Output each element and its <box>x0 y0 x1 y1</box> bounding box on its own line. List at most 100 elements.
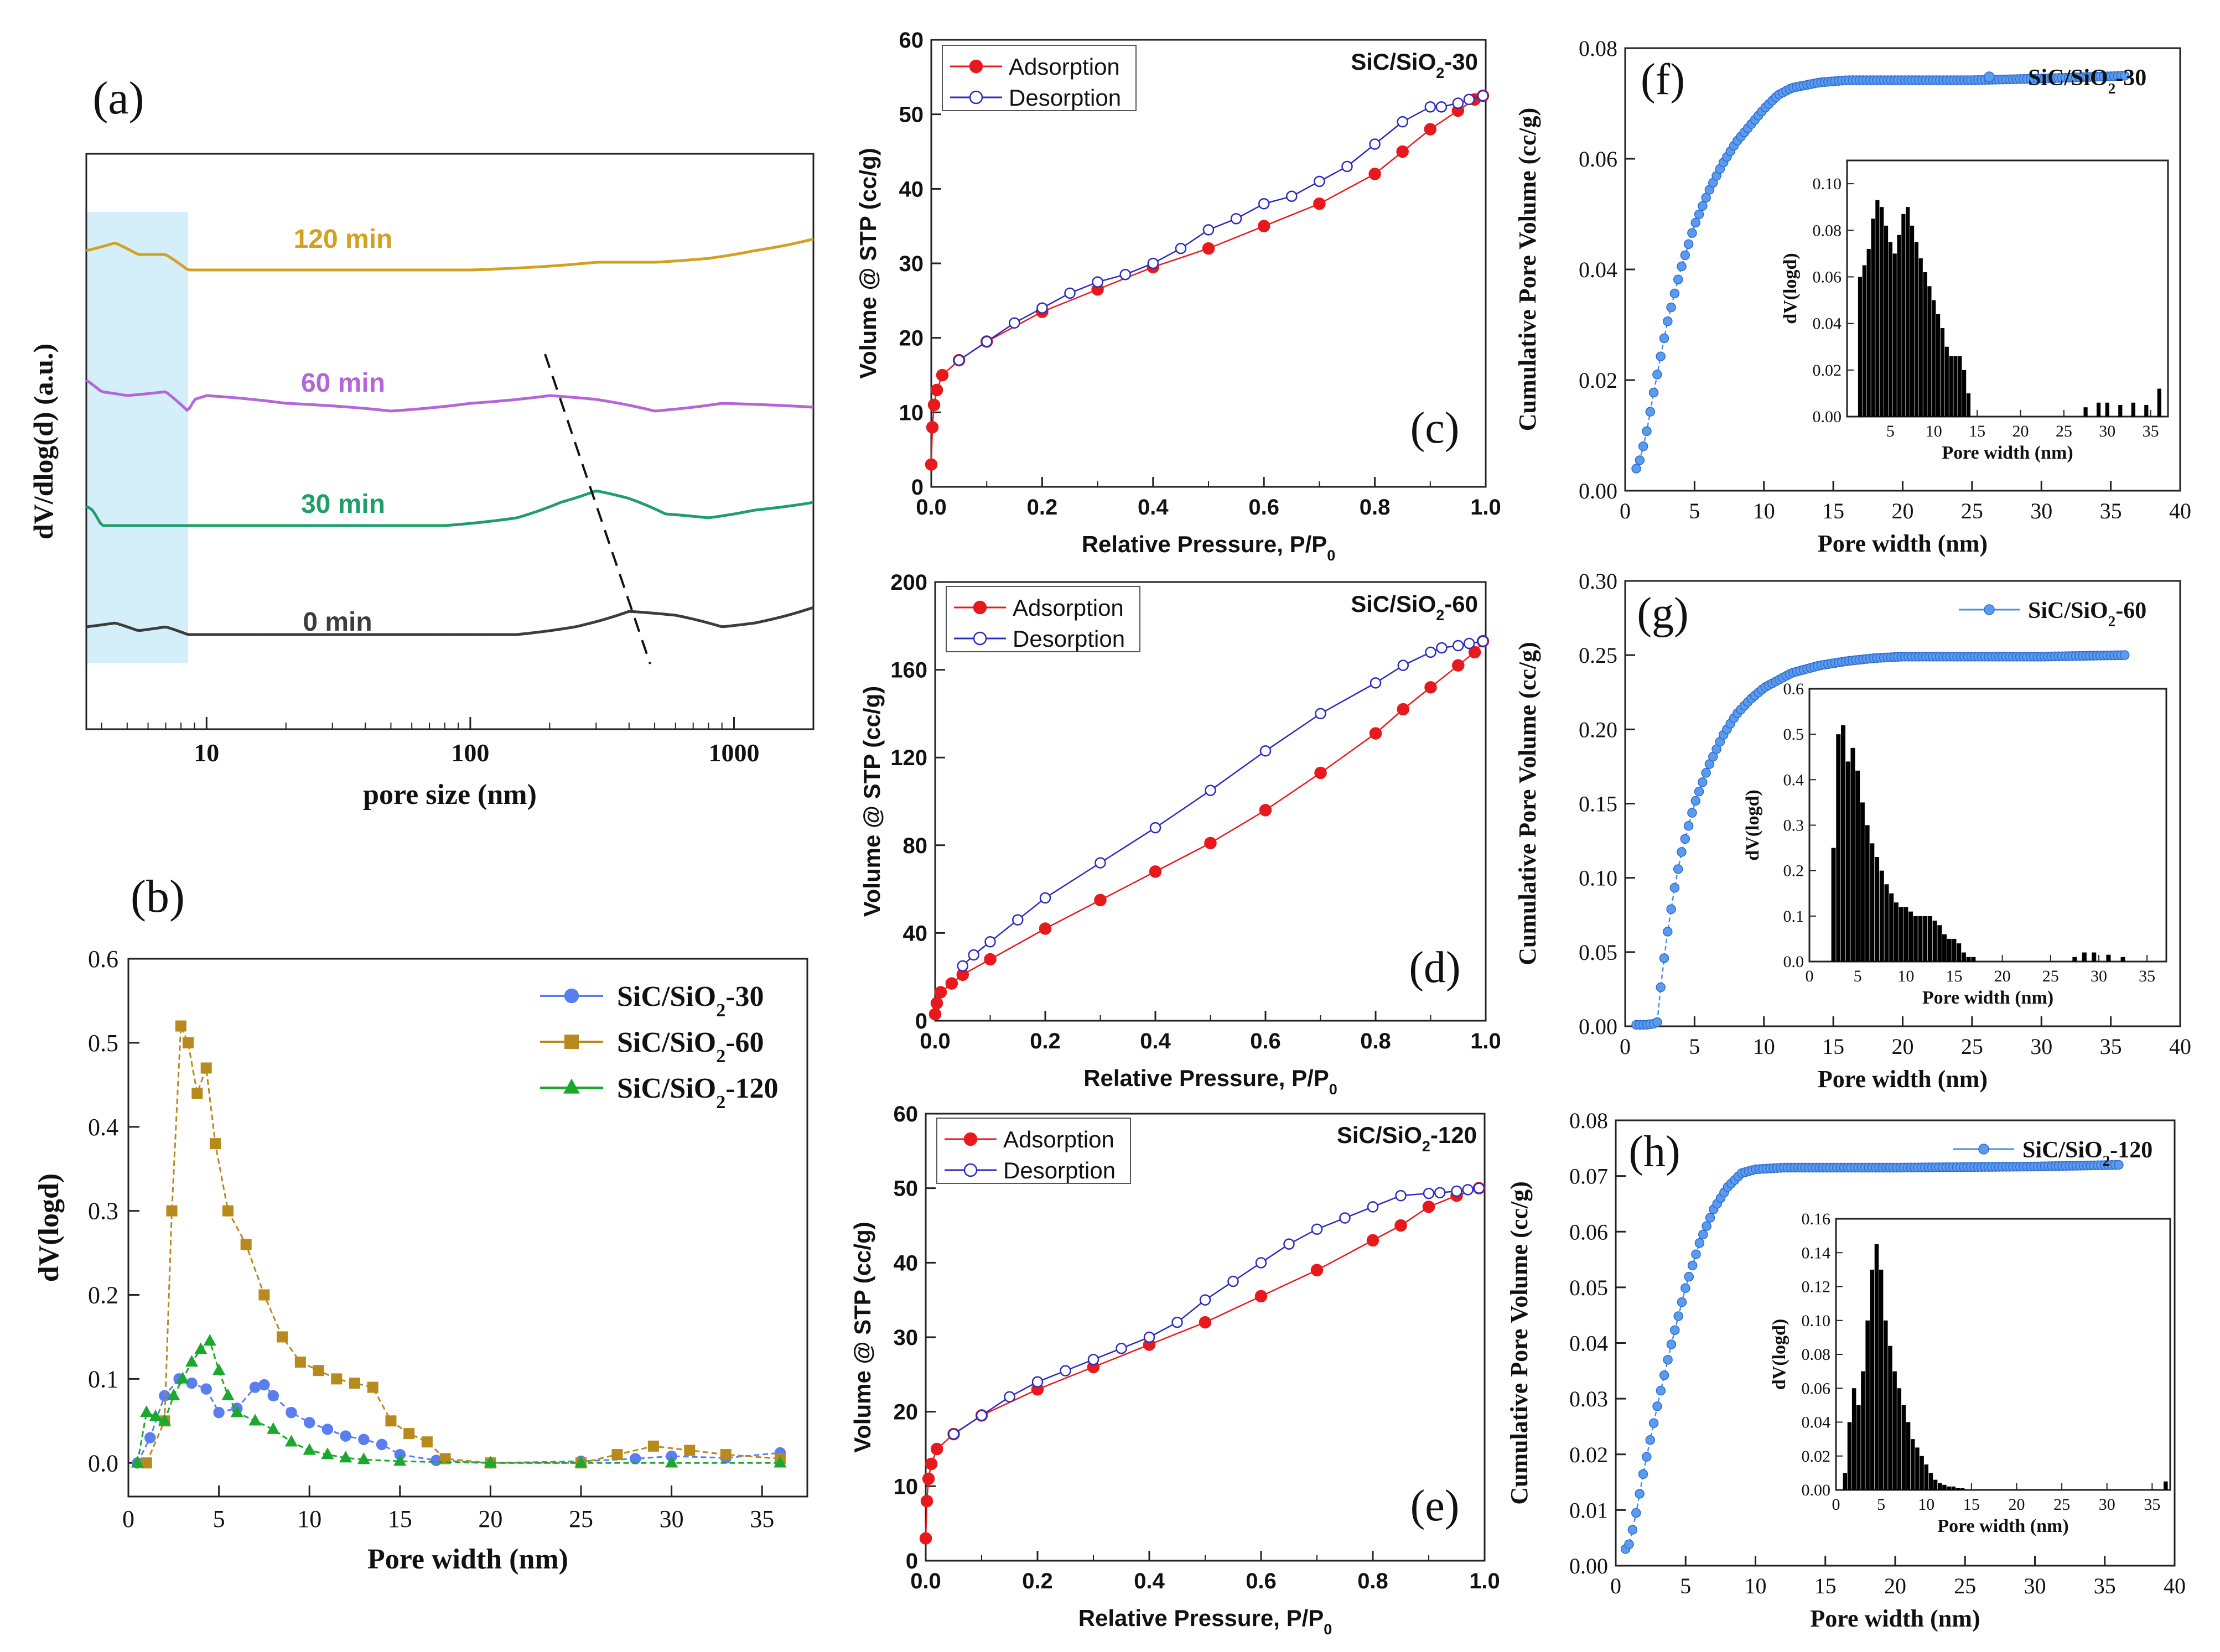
data-point <box>1205 785 1216 796</box>
data-point <box>925 1457 938 1471</box>
series-marker <box>655 508 658 512</box>
x-tick-label: 30 <box>2030 498 2052 523</box>
series-marker <box>772 403 776 407</box>
y-axis-label: dV(logd) <box>33 1173 65 1282</box>
data-point <box>1659 953 1669 963</box>
series-marker <box>470 402 474 405</box>
inset-y-tick-label: 0.08 <box>1802 1346 1831 1364</box>
series-marker <box>538 509 541 512</box>
series-marker <box>672 408 675 411</box>
series-marker <box>462 268 465 272</box>
panel-d: 0.0 0.2 0.4 0.6 0.8 1.0 0 40 80 120 160 200 Relative… <box>859 570 1501 1098</box>
inset-bar <box>1927 286 1932 417</box>
inset-bar <box>1961 952 1966 962</box>
panel-label: (b) <box>131 871 185 922</box>
x-tick-label: 1000 <box>709 739 760 767</box>
series-marker <box>311 633 314 636</box>
data-point <box>1395 1189 1407 1202</box>
inset-bar <box>1901 214 1906 417</box>
data-point <box>1690 796 1700 806</box>
series-marker <box>194 524 197 527</box>
y-axis-label: Volume @ STP (cc/g) <box>855 148 881 378</box>
inset-bar <box>1871 219 1875 417</box>
series-marker <box>479 268 483 271</box>
series-marker <box>722 625 725 628</box>
data-point <box>1638 441 1648 451</box>
series-marker <box>798 610 801 614</box>
inset-bar <box>1847 1422 1852 1490</box>
y-axis-label: dV/dlog(d) (a.u.) <box>28 344 59 539</box>
inset-bar <box>2105 402 2109 417</box>
data-point <box>1311 1223 1323 1235</box>
series-marker <box>303 268 306 272</box>
series-marker <box>227 396 231 399</box>
inset-bar <box>1875 200 1880 417</box>
y-tick-label: 20 <box>899 326 924 351</box>
data-point <box>934 986 947 999</box>
x-axis-label: Pore width (nm) <box>1818 530 1988 557</box>
series-marker <box>437 268 440 272</box>
data-point <box>1254 1290 1268 1303</box>
inset-bar <box>1944 346 1949 417</box>
inset-bar <box>1933 1479 1938 1490</box>
series-marker <box>588 261 592 264</box>
data-point <box>1451 1185 1462 1197</box>
data-point <box>930 997 943 1010</box>
series-line-Adsorption <box>925 1187 1480 1539</box>
inset-y-tick-label: 0.10 <box>1802 1312 1831 1330</box>
series-marker <box>529 631 533 635</box>
data-point <box>321 1447 334 1459</box>
data-point <box>1313 198 1326 210</box>
data-point <box>1396 145 1409 158</box>
inset-bar <box>1855 770 1860 962</box>
data-point <box>1339 1212 1351 1224</box>
inset-bar <box>1924 1464 1928 1490</box>
series-marker <box>336 404 340 408</box>
series-marker <box>353 524 356 527</box>
x-tick-label: 0.8 <box>1360 495 1391 520</box>
data-point <box>1645 1435 1655 1445</box>
data-point <box>929 1007 942 1021</box>
series-marker <box>714 256 717 259</box>
x-tick-label: 20 <box>1884 1573 1906 1598</box>
inset-x-tick-label: 5 <box>1877 1495 1885 1514</box>
series-marker <box>328 268 331 272</box>
legend-label: SiC/SiO2-60 <box>617 1027 764 1067</box>
series-marker <box>689 258 692 262</box>
data-point <box>166 1205 178 1217</box>
series-marker <box>244 397 247 401</box>
series-label: 120 min <box>294 225 393 254</box>
y-tick-label: 0.03 <box>1569 1386 1608 1411</box>
series-marker <box>706 404 709 407</box>
x-axis-label: Relative Pressure, P/P0 <box>1078 1605 1332 1638</box>
inset-y-tick-label: 0.14 <box>1802 1244 1831 1262</box>
series-marker <box>319 524 323 527</box>
legend-label: SiC/SiO2-30 <box>2028 65 2146 97</box>
inset-y-tick-label: 0.6 <box>1783 680 1804 698</box>
inset-y-tick-label: 0.10 <box>1813 175 1842 193</box>
data-point <box>684 1445 696 1456</box>
series-marker <box>269 399 273 403</box>
series-marker <box>748 622 751 625</box>
x-tick-label: 5 <box>1680 1573 1691 1598</box>
data-point <box>2119 71 2130 81</box>
x-tick-label: 0.2 <box>1027 495 1058 520</box>
series-marker <box>454 268 457 272</box>
series-marker <box>697 619 701 622</box>
series-marker <box>663 612 667 616</box>
data-point <box>927 398 941 412</box>
data-point <box>1424 101 1436 113</box>
series-marker <box>353 633 356 636</box>
data-point <box>1039 892 1051 904</box>
data-point <box>948 1428 959 1440</box>
inset-y-tick-label: 0.2 <box>1783 862 1804 880</box>
data-point <box>267 1390 279 1401</box>
inset-bar <box>1860 802 1865 962</box>
inset-bar <box>1947 938 1952 962</box>
inset-bar <box>2164 1481 2168 1490</box>
data-point <box>1631 1508 1641 1518</box>
series-marker <box>689 406 692 409</box>
series-marker <box>345 524 348 527</box>
data-point <box>1397 659 1409 671</box>
y-tick-label: 60 <box>899 28 924 53</box>
